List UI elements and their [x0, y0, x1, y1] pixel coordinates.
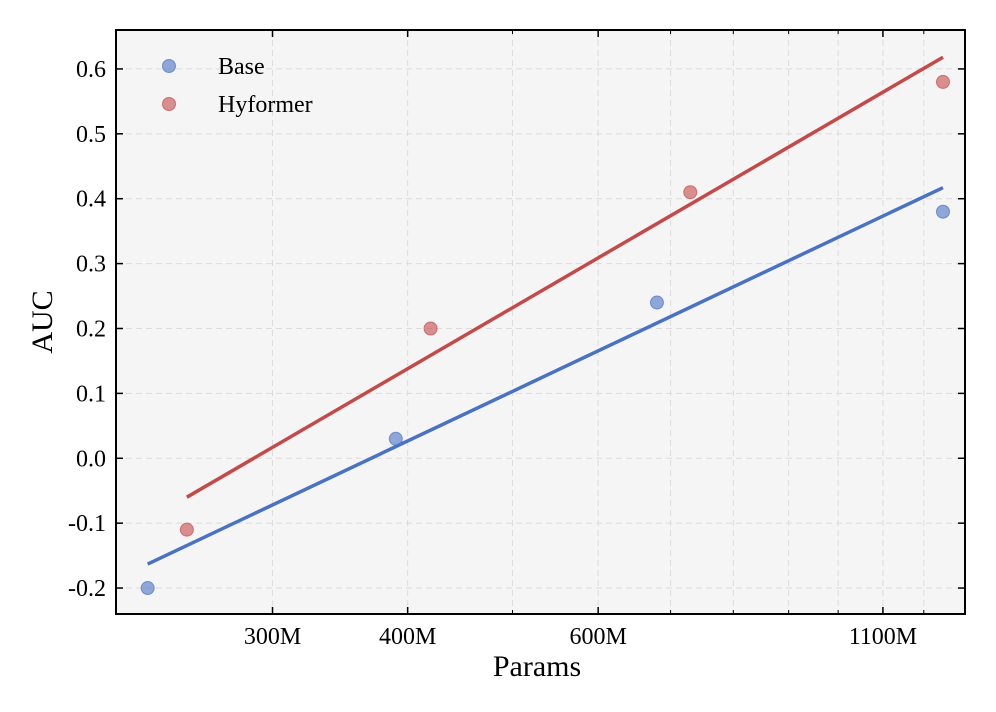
y-tick-label: 0.3: [76, 252, 106, 278]
y-tick-label: 0.2: [76, 316, 106, 342]
y-axis-title: AUC: [26, 290, 59, 353]
legend-marker-base: [162, 59, 176, 73]
y-tick-label: 0.0: [76, 446, 106, 472]
legend-label-base: Base: [218, 54, 265, 80]
base-point: [388, 431, 403, 446]
x-tick-label: 300M: [244, 624, 301, 650]
legend: Base Hyformer: [162, 54, 313, 118]
y-tick-label: -0.1: [68, 511, 106, 537]
base-fit-line: [146, 186, 944, 566]
y-tick-label: 0.1: [76, 381, 106, 407]
x-tick-label: 600M: [569, 624, 626, 650]
hyformer-point: [179, 522, 194, 537]
x-tick-label: 400M: [379, 624, 436, 650]
data-points: [140, 74, 950, 596]
plot-frame: [115, 29, 966, 615]
y-tick-label: -0.2: [68, 576, 106, 602]
base-point: [649, 295, 664, 310]
hyformer-point: [935, 74, 950, 89]
y-tick-label: 0.4: [76, 187, 106, 213]
y-tick-label: 0.5: [76, 122, 106, 148]
ticks: -0.2 -0.1 0.0 0.1 0.2 0.3 0.4 0.5 0.6 300M 400M 600…: [68, 30, 965, 650]
base-point: [140, 581, 155, 596]
base-point: [935, 204, 950, 219]
grid: [116, 30, 965, 614]
x-axis-title: Params: [493, 650, 581, 683]
fit-lines: [146, 55, 944, 566]
y-tick-label: 0.6: [76, 57, 106, 83]
legend-label-hyformer: Hyformer: [218, 92, 313, 118]
hyformer-fit-line: [185, 55, 944, 499]
x-tick-label: 1100M: [849, 624, 917, 650]
legend-marker-hyformer: [162, 97, 176, 111]
hyformer-point: [683, 185, 698, 200]
hyformer-point: [423, 321, 438, 336]
